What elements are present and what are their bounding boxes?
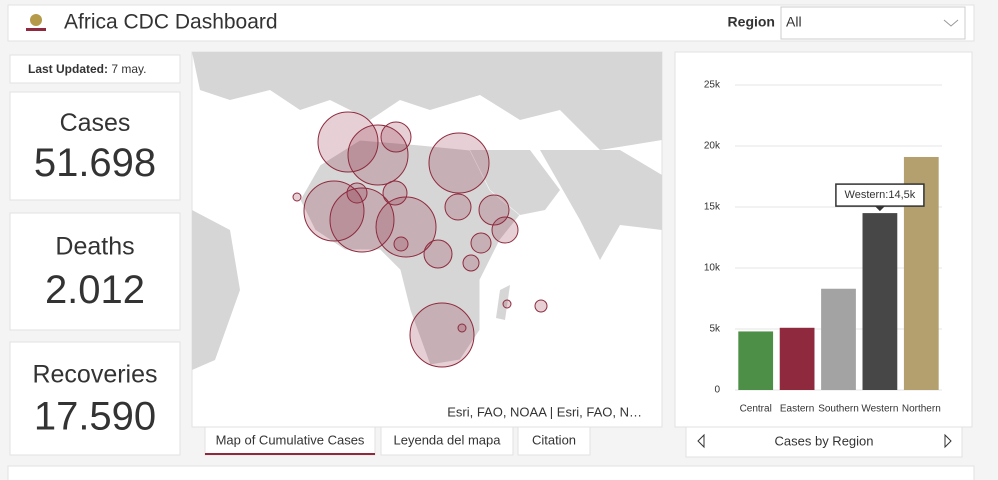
x-tick-label: Eastern <box>780 404 814 415</box>
tooltip-text: Western:14,5k <box>845 189 916 201</box>
logo <box>26 14 46 31</box>
updated-label: Last Updated: <box>28 62 108 76</box>
x-tick-label: Central <box>740 404 772 415</box>
stat-box <box>9 91 181 201</box>
prev-arrow[interactable] <box>697 433 705 449</box>
stat-value: 51.698 <box>34 141 156 185</box>
updated-text: Last Updated: 7 may. <box>28 62 146 76</box>
y-tick-label: 20k <box>704 141 721 152</box>
map <box>192 52 662 370</box>
y-tick-label: 5k <box>709 324 721 335</box>
stat-box <box>9 212 181 331</box>
stat-value: 17.590 <box>34 394 156 438</box>
tooltip-pointer <box>874 206 885 212</box>
stat-label: Recoveries <box>32 361 157 389</box>
dropdown-arrow <box>943 19 959 27</box>
stat-box <box>9 341 181 456</box>
region-value: All <box>786 14 802 30</box>
chart-title: Cases by Region <box>775 433 874 448</box>
updated-value: 7 may. <box>111 62 146 76</box>
land-india <box>540 150 662 260</box>
stat-label: Deaths <box>55 233 134 261</box>
region-label: Region <box>728 14 775 30</box>
region-select[interactable] <box>780 6 966 40</box>
stat-label: Cases <box>60 109 131 137</box>
chart-nav <box>685 426 963 458</box>
y-tick-label: 15k <box>704 202 721 213</box>
updated-box <box>9 54 181 84</box>
map-attribution: Esri, FAO, NOAA | Esri, FAO, N… <box>447 404 642 419</box>
x-tick-label: Northern <box>902 404 941 415</box>
map-tab[interactable] <box>517 426 591 456</box>
map-tab-label: Leyenda del mapa <box>394 432 502 447</box>
y-tick-label: 10k <box>704 263 721 274</box>
case-bubbles <box>292 111 548 368</box>
map-tab-label: Map of Cumulative Cases <box>216 432 365 447</box>
bar <box>779 327 815 390</box>
map-tab[interactable] <box>380 426 514 456</box>
map-tab-label: Citation <box>532 432 576 447</box>
active-tab-underline <box>205 453 375 455</box>
x-tick-label: Southern <box>818 404 859 415</box>
land-europe-asia <box>192 52 662 150</box>
stat-value: 2.012 <box>45 268 145 312</box>
x-tick-label: Western <box>861 404 898 415</box>
bar <box>821 288 856 390</box>
y-tick-label: 0 <box>714 385 720 396</box>
page-title: Africa CDC Dashboard <box>64 11 278 34</box>
footer-panel <box>7 465 975 480</box>
land-americas <box>192 210 240 370</box>
bar <box>738 331 774 390</box>
y-tick-label: 25k <box>704 80 721 91</box>
bar <box>862 213 898 390</box>
next-arrow[interactable] <box>944 433 952 449</box>
land-arabia <box>470 150 560 215</box>
